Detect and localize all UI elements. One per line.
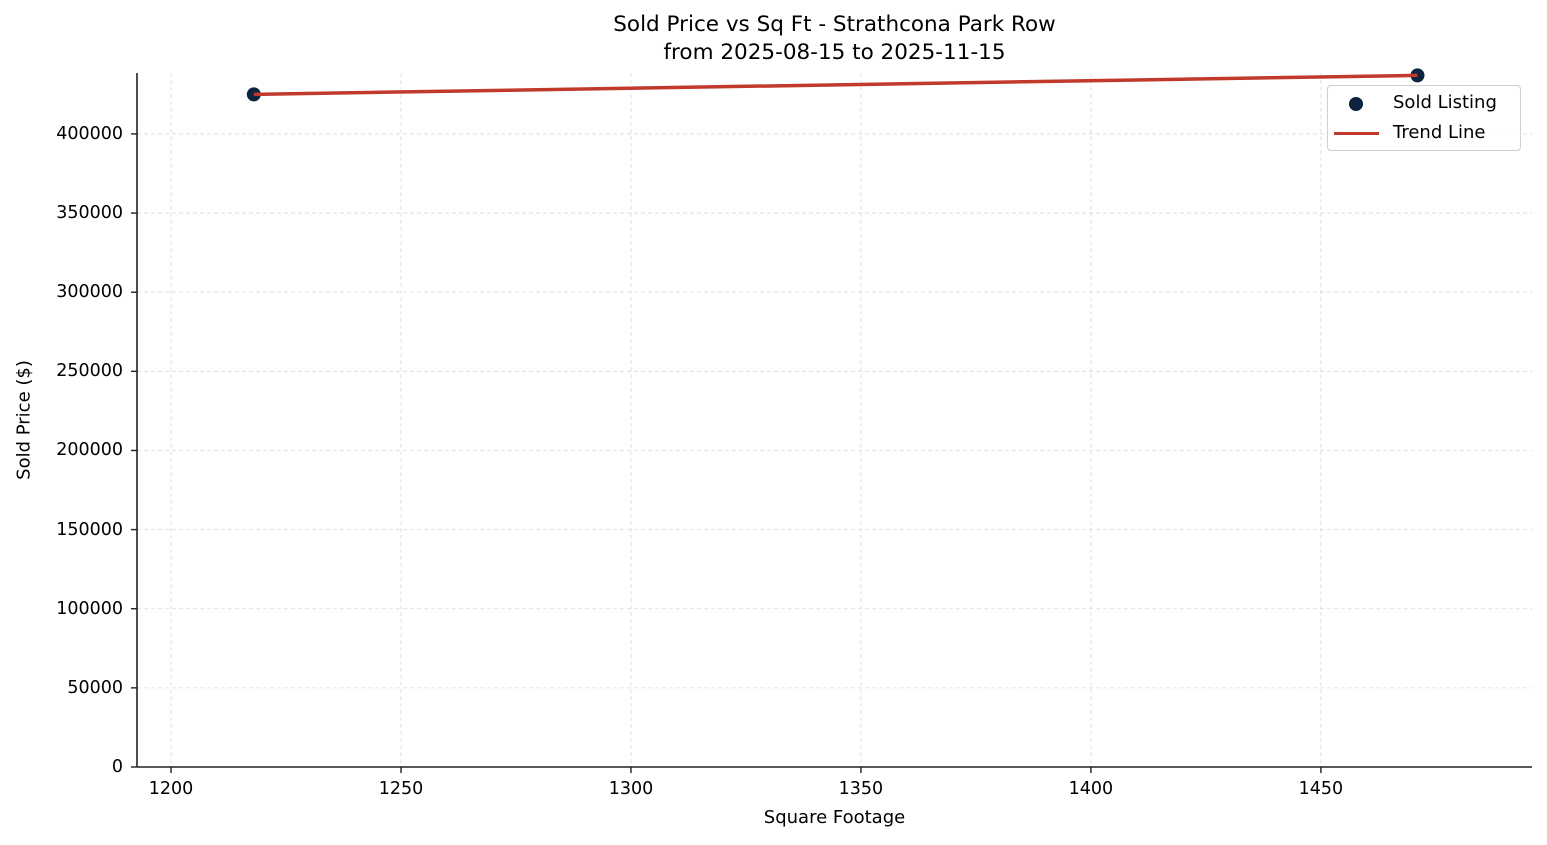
y-tick-label: 150000 — [56, 519, 123, 540]
legend-item-trend-line: Trend Line — [1328, 118, 1520, 148]
x-tick-label: 1400 — [1068, 779, 1114, 799]
scatter-marker-icon — [1349, 97, 1363, 111]
legend-item-sold-listing: Sold Listing — [1328, 88, 1520, 118]
x-tick-label: 1250 — [378, 779, 424, 799]
y-tick-label: 50000 — [67, 677, 123, 698]
y-tick-label: 300000 — [56, 282, 123, 303]
tick-marks — [131, 133, 1322, 773]
y-tick-label: 350000 — [56, 203, 123, 224]
y-tick-label: 400000 — [56, 123, 123, 144]
data-series — [246, 68, 1425, 102]
y-tick-label: 200000 — [56, 440, 123, 461]
y-tick-label: 250000 — [56, 361, 123, 382]
legend: Sold Listing Trend Line — [1327, 85, 1521, 151]
x-axis-label: Square Footage — [763, 807, 906, 828]
line-marker-icon — [1334, 132, 1379, 135]
x-tick-label: 1300 — [608, 779, 654, 799]
chart-subtitle: from 2025-08-15 to 2025-11-15 — [663, 40, 1006, 65]
y-tick-label: 0 — [111, 757, 123, 777]
trend-line — [253, 73, 1418, 97]
x-tick-label: 1450 — [1298, 779, 1344, 799]
y-axis-label: Sold Price ($) — [13, 360, 35, 480]
chart-title: Sold Price vs Sq Ft - Strathcona Park Ro… — [613, 12, 1056, 37]
x-tick-label: 1350 — [838, 779, 884, 799]
x-tick-label: 1200 — [148, 779, 194, 799]
y-tick-label: 100000 — [56, 598, 123, 619]
grid-lines — [137, 73, 1532, 767]
